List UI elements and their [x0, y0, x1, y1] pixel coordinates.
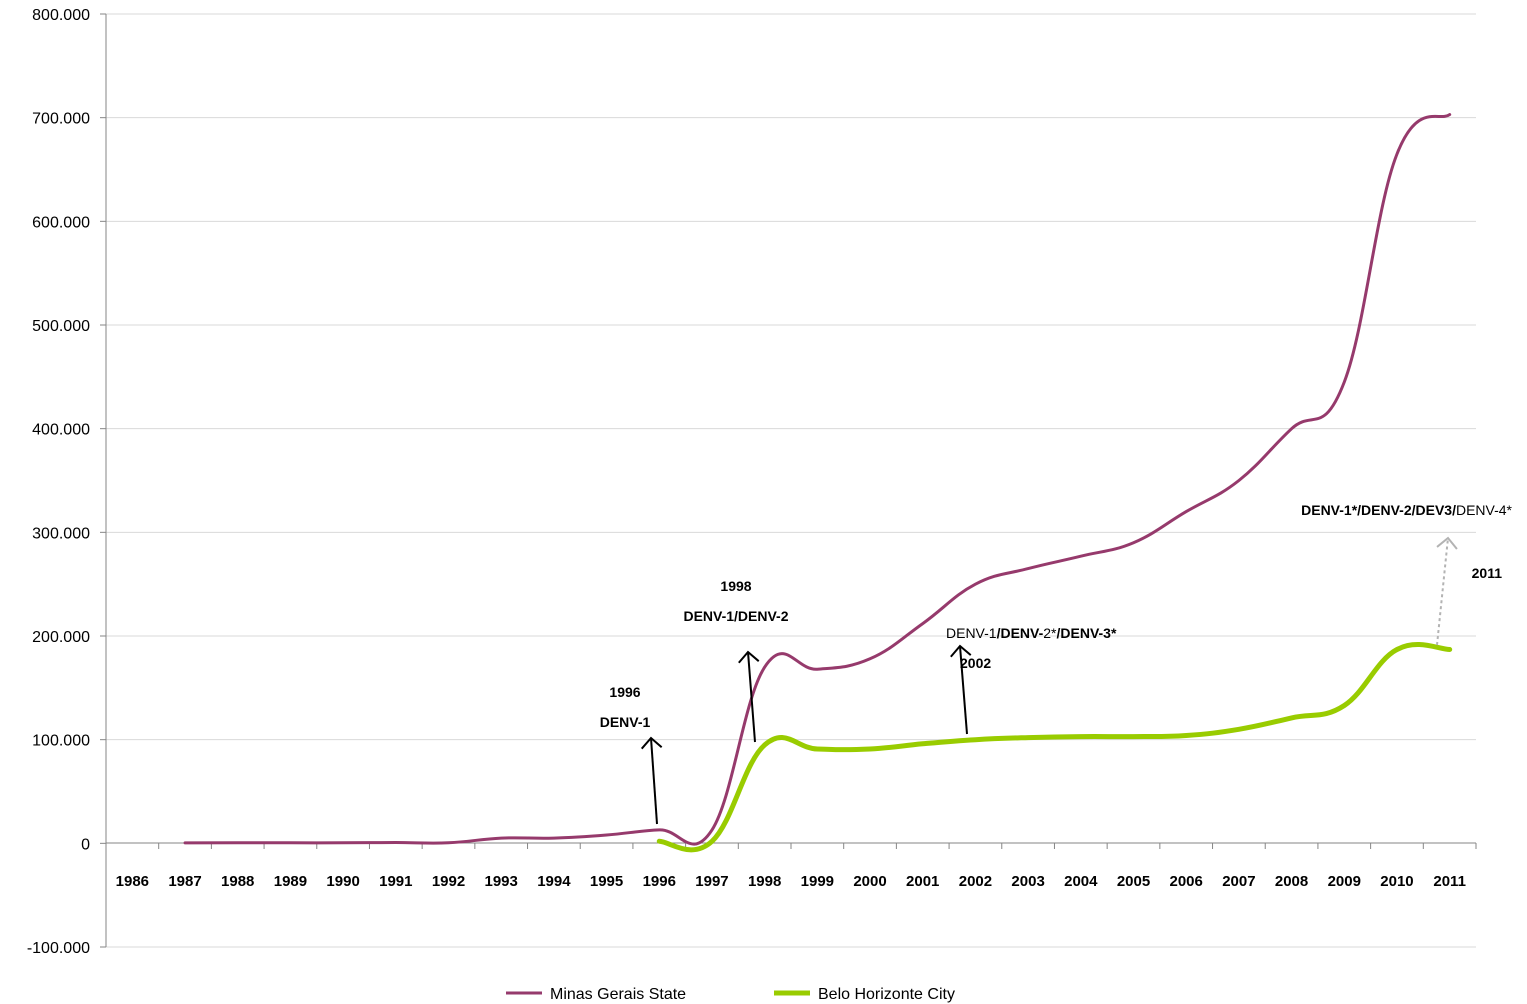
annotation-text: 1998: [720, 578, 751, 594]
x-tick-label: 2007: [1222, 873, 1255, 890]
x-tick-label: 1999: [801, 873, 834, 890]
x-tick-label: 1988: [221, 873, 254, 890]
x-tick-label: 1986: [116, 873, 149, 890]
x-tick-label: 1997: [695, 873, 728, 890]
annotation-segment: 2*: [1043, 625, 1057, 641]
annotation-segment: 1996: [609, 684, 640, 700]
series-lines: [183, 113, 1453, 853]
annotation-segment: 1998: [720, 578, 751, 594]
x-tick-label: 2008: [1275, 873, 1308, 890]
annotations: 1996DENV-11998DENV-1/DENV-2DENV-1/DENV-2…: [600, 502, 1513, 825]
legend-label: Minas Gerais State: [550, 986, 686, 1003]
annotation-segment: /DENV-3*: [1057, 625, 1117, 641]
y-tick-label: 400.000: [32, 422, 90, 439]
x-tick-label: 2000: [853, 873, 886, 890]
x-tick-labels: 1986 1987 1988 1989 1990 1991 1992 1993 1994 1995…: [116, 873, 1466, 890]
annotation-segment: DENV-1*/DENV-2/DEV3/: [1301, 502, 1456, 518]
x-tick-label: 1998: [748, 873, 781, 890]
axes: [100, 13, 1477, 948]
x-tick-label: 1995: [590, 873, 623, 890]
y-tick-label: 300.000: [32, 525, 90, 542]
annotation-segment: 2002: [960, 655, 991, 671]
annotation-segment: DENV-1: [946, 625, 997, 641]
x-tick-label: 2006: [1170, 873, 1203, 890]
annotation-segment: DENV-1: [600, 714, 651, 730]
series-line-belo-horizonte-city: [656, 642, 1453, 853]
y-tick-label: 600.000: [32, 214, 90, 231]
x-tick-label: 1992: [432, 873, 465, 890]
x-tick-label: 1989: [274, 873, 307, 890]
annotation-arrow: [640, 736, 663, 825]
annotation-text: DENV-1: [600, 714, 651, 730]
x-tick-label: 1990: [326, 873, 359, 890]
x-tick-label: 1991: [379, 873, 412, 890]
annotation-segment: DENV-4*: [1456, 502, 1513, 518]
y-tick-label: 0: [81, 836, 90, 853]
annotation-segment: 2011: [1472, 565, 1503, 581]
x-tick-label: 2005: [1117, 873, 1150, 890]
x-tick-label: 1996: [643, 873, 676, 890]
annotation-text: 2011: [1472, 565, 1503, 581]
x-tick-label: 2009: [1328, 873, 1361, 890]
x-tick-label: 2010: [1380, 873, 1413, 890]
x-tick-label: 1993: [485, 873, 518, 890]
y-tick-label: 200.000: [32, 629, 90, 646]
annotation-arrow: [1436, 536, 1458, 646]
annotation-arrow: [950, 644, 972, 735]
x-tick-label: 2004: [1064, 873, 1098, 890]
y-tick-label: -100.000: [27, 940, 90, 957]
annotation-text: DENV-1*/DENV-2/DEV3/DENV-4*: [1301, 502, 1512, 518]
x-tick-label: 2001: [906, 873, 939, 890]
annotation-segment: DENV-1/DENV-2: [683, 608, 788, 624]
x-tick-label: 2002: [959, 873, 992, 890]
x-tick-label: 2011: [1433, 873, 1466, 890]
x-tick-label: 1987: [168, 873, 201, 890]
y-tick-label: 500.000: [32, 318, 90, 335]
annotation-text: 2002: [960, 655, 991, 671]
grid-lines: [106, 13, 1476, 948]
legend-label: Belo Horizonte City: [818, 986, 955, 1003]
annotation-segment: /DENV-: [997, 625, 1044, 641]
annotation-arrow: [738, 650, 760, 743]
y-tick-label: 100.000: [32, 733, 90, 750]
legend: Minas Gerais State Belo Horizonte City: [506, 986, 955, 1003]
x-tick-label: 2003: [1011, 873, 1044, 890]
y-tick-label: 700.000: [32, 111, 90, 128]
series-line-minas-gerais-state: [183, 113, 1452, 846]
x-tick-label: 1994: [537, 873, 571, 890]
annotation-text: 1996: [609, 684, 640, 700]
annotation-text: DENV-1/DENV-2: [683, 608, 788, 624]
y-tick-labels: 800.000 700.000 600.000 500.000 400.000 300.0…: [27, 7, 90, 957]
annotation-text: DENV-1/DENV-2*/DENV-3*: [946, 625, 1117, 641]
y-tick-label: 800.000: [32, 7, 90, 24]
